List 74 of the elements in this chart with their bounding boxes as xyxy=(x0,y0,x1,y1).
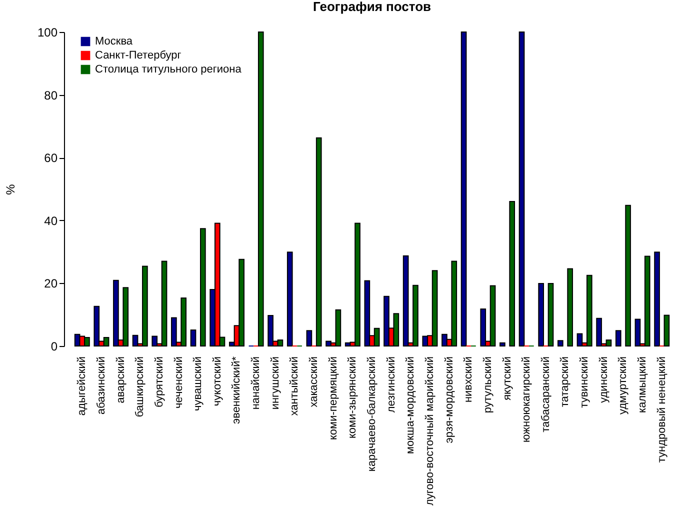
legend-label: Санкт-Петербург xyxy=(95,50,182,62)
bar xyxy=(384,296,390,346)
x-tick-label: чувашский xyxy=(192,356,204,411)
x-tick-label: табасаранский xyxy=(540,356,552,432)
bar xyxy=(94,306,100,346)
bar xyxy=(190,329,196,346)
x-tick-label: калмыцкий xyxy=(636,356,649,413)
bar xyxy=(538,283,544,346)
bar xyxy=(509,201,516,346)
bar xyxy=(480,308,486,346)
x-tick-label: лугово-восточный марийский xyxy=(424,356,436,506)
bar xyxy=(171,317,177,346)
x-tick-label: хантыйский xyxy=(288,356,301,416)
x-tick-label: рутульский xyxy=(482,356,494,414)
y-tick-label: 0 xyxy=(50,340,58,354)
x-tick-label: аварский xyxy=(114,356,127,404)
bar xyxy=(634,318,641,346)
bar xyxy=(258,32,264,346)
x-tick-label: эрзя-мордовский xyxy=(443,356,456,444)
bar xyxy=(567,268,573,346)
bar xyxy=(316,137,322,346)
bar xyxy=(557,340,564,346)
bar xyxy=(460,32,467,346)
bar xyxy=(268,315,274,346)
bar xyxy=(625,204,631,346)
bar xyxy=(596,318,602,346)
x-tick-label: удмуртский xyxy=(617,356,630,415)
x-tick-label: чеченский xyxy=(172,356,185,409)
x-tick-label: якутский xyxy=(501,356,514,400)
bar xyxy=(113,280,119,346)
bar xyxy=(442,334,448,346)
bar xyxy=(306,330,312,346)
x-tick-label: южноюкагирский xyxy=(520,356,533,442)
x-tick-label: тундровый ненецкий xyxy=(656,356,668,463)
bar xyxy=(548,283,554,346)
bar xyxy=(518,32,525,346)
bar xyxy=(364,280,370,346)
bar xyxy=(326,340,332,346)
x-tick-label: бурятский xyxy=(153,356,166,408)
x-tick-label: мокша-мордовский xyxy=(404,356,417,454)
x-tick-label: нивхский xyxy=(462,356,475,403)
x-tick-label: хакасский xyxy=(308,356,320,408)
bar xyxy=(615,330,622,346)
x-tick-label: эвенкийский* xyxy=(230,356,243,424)
y-tick-label: 20 xyxy=(44,276,58,291)
bar xyxy=(402,255,409,346)
bar xyxy=(132,334,138,346)
bar xyxy=(286,252,293,346)
chart-title: География постов xyxy=(312,0,432,14)
y-tick-label: 60 xyxy=(44,151,58,166)
legend-label: Москва xyxy=(95,36,134,48)
x-tick-label: татарский xyxy=(559,356,572,408)
y-tick-label: 40 xyxy=(44,214,58,228)
x-tick-label: абазинский xyxy=(95,356,108,415)
bar xyxy=(664,314,670,346)
bar xyxy=(200,228,206,346)
x-tick-label: адыгейский xyxy=(76,356,88,416)
x-tick-label: лезгинский xyxy=(385,356,398,413)
x-tick-label: коми-пермяцкий xyxy=(327,356,340,440)
x-tick-label: тувинский xyxy=(578,356,591,408)
x-tick-label: карачаево-балкарский xyxy=(366,356,378,472)
y-tick-label: 100 xyxy=(37,26,58,40)
y-axis-title: % xyxy=(3,184,18,195)
bar xyxy=(654,252,660,346)
y-tick-label: 80 xyxy=(44,88,58,102)
legend-label: Столица титульного региона xyxy=(95,64,242,76)
bar xyxy=(500,342,506,346)
x-tick-label: нанайский xyxy=(250,356,262,410)
bar xyxy=(152,336,158,346)
x-tick-label: ингушский xyxy=(269,356,282,410)
x-tick-label: чукотский xyxy=(211,356,224,406)
x-tick-label: коми-зырянский xyxy=(346,356,359,439)
x-tick-label: башкирский xyxy=(134,356,146,418)
x-tick-label: удинский xyxy=(598,356,610,403)
